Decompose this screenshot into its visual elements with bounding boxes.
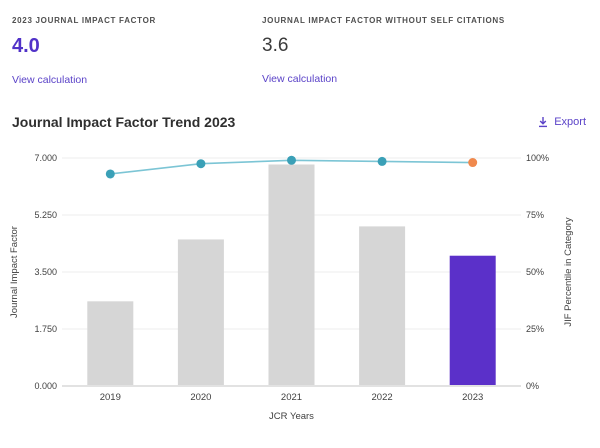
jif-trend-chart-container: 7.000 100% 5.250 75% 3.500 50% 1.750 25% 0.000 0%… <box>0 134 600 439</box>
metric-jif-without-self-citations: JOURNAL IMPACT FACTOR WITHOUT SELF CITAT… <box>262 16 588 88</box>
line-point-2023[interactable] <box>468 158 478 168</box>
y-axis-right-label: JIF Percentile in Category <box>563 217 574 327</box>
view-calculation-link[interactable]: View calculation <box>12 74 88 86</box>
metric-journal-impact-factor: 2023 JOURNAL IMPACT FACTOR 4.0 View calc… <box>12 16 262 88</box>
y-axis-left-tick: 7.000 <box>34 153 57 163</box>
y-axis-left-tick: 0.000 <box>34 381 57 391</box>
export-button[interactable]: Export <box>537 116 586 128</box>
trend-section-title: Journal Impact Factor Trend 2023 <box>12 114 236 130</box>
line-point-2019[interactable] <box>105 169 115 179</box>
x-axis-tick: 2023 <box>462 392 483 403</box>
x-axis-tick: 2022 <box>372 392 393 403</box>
bar-2023[interactable] <box>449 255 496 385</box>
bar-2020[interactable] <box>177 239 224 385</box>
y-axis-left-tick: 5.250 <box>34 210 57 220</box>
metric-label: 2023 JOURNAL IMPACT FACTOR <box>12 16 157 25</box>
y-axis-left-label: Journal Impact Factor <box>9 226 20 318</box>
y-axis-right-tick: 100% <box>526 153 549 163</box>
view-calculation-link[interactable]: View calculation <box>262 73 338 85</box>
bar-2022[interactable] <box>359 226 406 385</box>
y-axis-right-tick: 75% <box>526 210 544 220</box>
y-axis-right-tick: 0% <box>526 381 539 391</box>
export-label: Export <box>554 116 586 128</box>
y-axis-right-tick: 50% <box>526 267 544 277</box>
x-axis-tick: 2021 <box>281 392 302 403</box>
metric-value: 4.0 <box>12 35 40 57</box>
metric-value: 3.6 <box>262 35 289 56</box>
bar-2021[interactable] <box>268 164 315 385</box>
y-axis-left-tick: 3.500 <box>34 267 57 277</box>
metrics-row: 2023 JOURNAL IMPACT FACTOR 4.0 View calc… <box>0 0 600 88</box>
download-icon <box>537 116 549 128</box>
trend-section-header: Journal Impact Factor Trend 2023 Export <box>0 114 600 130</box>
jif-trend-chart: 7.000 100% 5.250 75% 3.500 50% 1.750 25% 0.000 0%… <box>9 153 574 422</box>
line-point-2020[interactable] <box>196 159 206 169</box>
line-point-2021[interactable] <box>287 155 296 165</box>
y-axis-right-tick: 25% <box>526 324 544 334</box>
bar-2019[interactable] <box>87 301 134 385</box>
y-axis-left-tick: 1.750 <box>34 324 57 334</box>
metric-label: JOURNAL IMPACT FACTOR WITHOUT SELF CITAT… <box>262 16 505 25</box>
x-axis-label: JCR Years <box>269 411 314 422</box>
x-axis-tick: 2019 <box>100 392 121 403</box>
line-point-2022[interactable] <box>377 156 387 166</box>
x-axis-tick: 2020 <box>190 392 211 403</box>
